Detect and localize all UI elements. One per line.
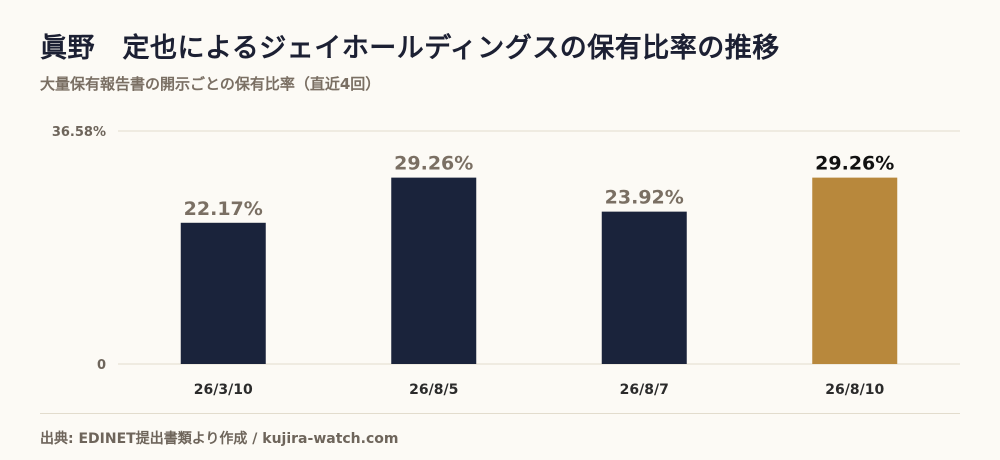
x-tick-label: 26/8/7 — [620, 382, 669, 398]
x-tick-label: 26/3/10 — [194, 382, 253, 398]
chart-title: 眞野 定也によるジェイホールディングスの保有比率の推移 — [40, 33, 780, 64]
data-label: 29.26% — [394, 153, 473, 175]
data-label: 22.17% — [184, 198, 263, 220]
bar — [180, 222, 266, 364]
bar — [391, 177, 477, 364]
x-tick-label: 26/8/10 — [825, 382, 884, 398]
bar — [601, 211, 687, 364]
bar-chart: 0 36.58% 22.17% 26/3/10 29.26% 26/8/5 23.92% 26… — [52, 125, 960, 398]
y-tick-label: 0 — [97, 358, 106, 373]
data-label: 23.92% — [605, 187, 684, 209]
y-tick-label: 36.58% — [52, 125, 106, 140]
source-footer: 出典: EDINET提出書類より作成 / kujira-watch.com — [40, 431, 399, 447]
x-tick-label: 26/8/5 — [409, 382, 458, 398]
bar — [812, 177, 898, 364]
chart-subtitle: 大量保有報告書の開示ごとの保有比率（直近4回） — [40, 75, 381, 93]
data-label: 29.26% — [815, 153, 894, 175]
footer-divider — [40, 413, 960, 414]
